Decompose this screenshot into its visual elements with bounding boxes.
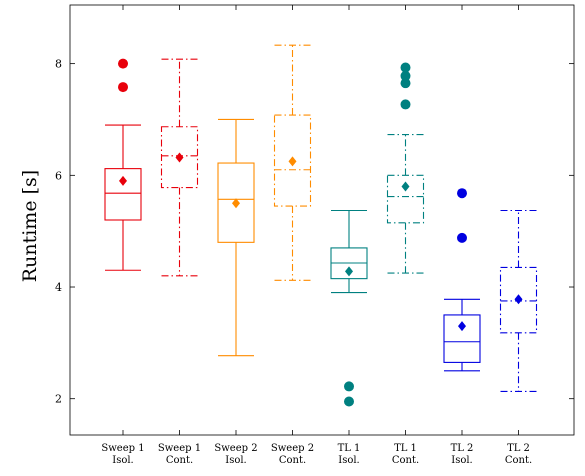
box-outlier-point [400,78,411,89]
x-category-label: Sweep 1 [101,443,144,454]
x-category-label: Cont. [279,455,306,466]
box-iqr [386,174,425,224]
box-outlier-point [118,82,128,93]
box-outlier-point [400,99,411,110]
x-category-label: Isol. [225,455,246,466]
x-category-label: Cont. [166,455,193,466]
x-category-label: Sweep 1 [158,443,201,454]
x-category-label: Isol. [338,455,359,466]
box-mean-marker [401,181,410,192]
y-axis-title: Runtime [s] [19,170,41,282]
plot-frame [69,4,575,436]
x-category-label: TL 2 [507,443,530,454]
x-category-label: Isol. [112,455,133,466]
box-outlier-point [457,232,467,243]
box-outlier-point [118,58,128,69]
y-tick-label: 4 [55,281,62,294]
box-mean-marker [288,156,297,167]
box-iqr [217,162,255,243]
box-iqr [160,126,199,189]
y-tick-label: 2 [55,393,62,406]
x-category-label: Isol. [451,455,472,466]
box-iqr [499,266,538,334]
box-iqr [273,114,312,207]
box-outlier-point [400,62,411,73]
y-tick-label: 8 [55,58,62,71]
x-category-label: Sweep 2 [271,443,314,454]
box-mean-marker [345,266,353,277]
x-category-label: Cont. [392,455,419,466]
box-outlier-point [400,70,411,81]
x-category-label: TL 1 [338,443,361,454]
x-category-label: Cont. [505,455,532,466]
box-iqr [443,314,481,363]
box-outlier-point [457,188,467,199]
box-outlier-point [344,396,354,407]
box-mean-marker [514,294,523,305]
box-iqr [104,168,142,221]
box-mean-marker [232,198,240,209]
box-mean-marker [175,152,184,163]
y-tick-label: 6 [55,169,62,182]
box-outlier-point [344,381,354,392]
box-mean-marker [458,321,466,332]
x-category-label: TL 1 [394,443,417,454]
box-mean-marker [119,175,127,186]
x-category-label: Sweep 2 [214,443,257,454]
x-category-label: TL 2 [451,443,474,454]
